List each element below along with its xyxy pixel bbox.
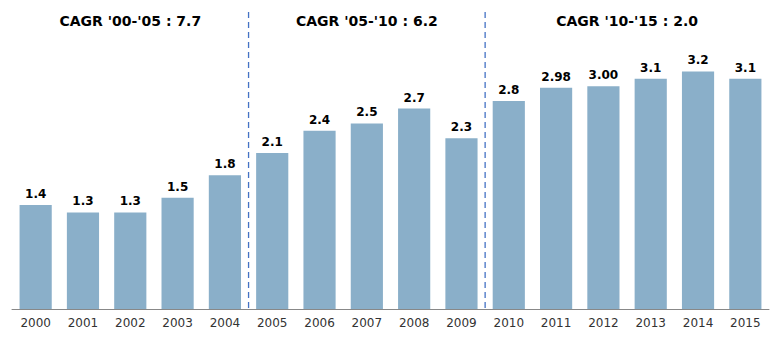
svg-text:2015: 2015: [730, 316, 761, 330]
svg-text:2007: 2007: [352, 316, 383, 330]
svg-text:1.5: 1.5: [167, 180, 188, 194]
svg-text:2009: 2009: [446, 316, 477, 330]
svg-text:2008: 2008: [399, 316, 430, 330]
svg-text:3.2: 3.2: [687, 53, 708, 67]
svg-text:3.1: 3.1: [735, 61, 756, 75]
svg-text:2.5: 2.5: [356, 105, 377, 119]
svg-text:CAGR '00-'05 : 7.7: CAGR '00-'05 : 7.7: [59, 13, 201, 29]
svg-text:2.8: 2.8: [498, 83, 519, 97]
svg-text:2004: 2004: [210, 316, 241, 330]
svg-text:2.7: 2.7: [404, 91, 425, 105]
svg-text:3.1: 3.1: [640, 61, 661, 75]
svg-text:2.4: 2.4: [309, 113, 330, 127]
svg-text:2.1: 2.1: [262, 135, 283, 149]
svg-text:2014: 2014: [683, 316, 714, 330]
svg-text:2001: 2001: [68, 316, 99, 330]
svg-text:1.8: 1.8: [214, 157, 235, 171]
svg-text:CAGR '05-'10 : 6.2: CAGR '05-'10 : 6.2: [296, 13, 438, 29]
svg-text:3.00: 3.00: [589, 68, 619, 82]
svg-text:2.3: 2.3: [451, 120, 472, 134]
svg-text:2000: 2000: [20, 316, 51, 330]
svg-text:2.98: 2.98: [541, 70, 571, 84]
svg-text:2005: 2005: [257, 316, 288, 330]
svg-text:CAGR '10-'15 : 2.0: CAGR '10-'15 : 2.0: [556, 13, 698, 29]
svg-text:2002: 2002: [115, 316, 146, 330]
svg-text:2012: 2012: [588, 316, 619, 330]
svg-text:1.3: 1.3: [72, 194, 93, 208]
svg-text:2011: 2011: [541, 316, 572, 330]
svg-text:1.4: 1.4: [25, 187, 46, 201]
svg-text:2010: 2010: [494, 316, 525, 330]
svg-text:2003: 2003: [162, 316, 193, 330]
svg-text:2013: 2013: [635, 316, 666, 330]
svg-text:1.3: 1.3: [120, 194, 141, 208]
svg-text:2006: 2006: [304, 316, 335, 330]
